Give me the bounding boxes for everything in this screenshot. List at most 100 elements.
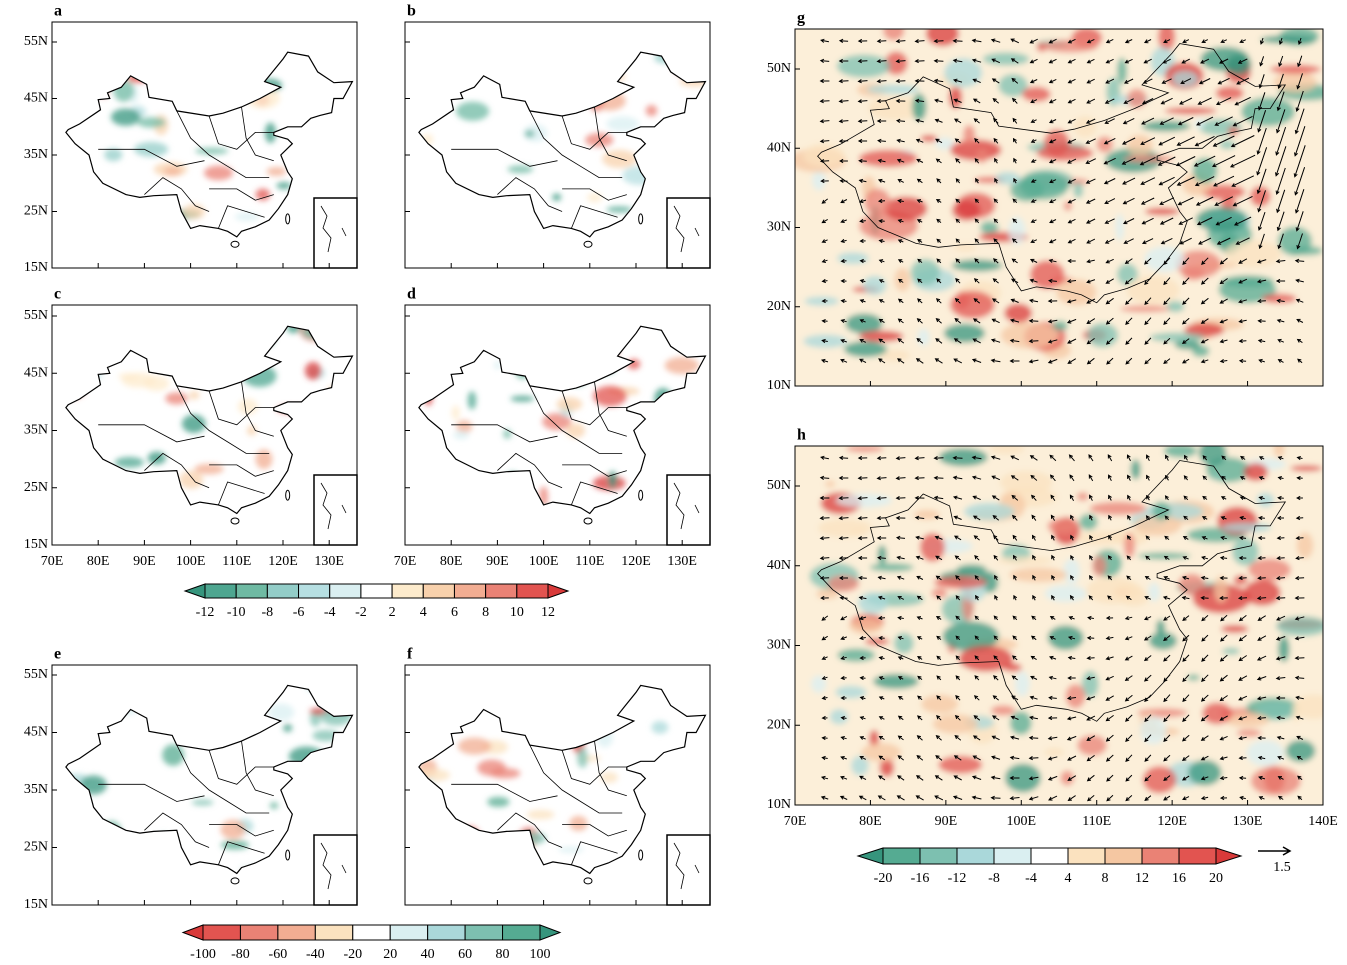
province-line [241,741,274,797]
wind-arrow [1122,197,1135,205]
wind-arrow [1105,675,1114,681]
wind-arrow [1276,189,1286,214]
wind-arrow [935,338,943,344]
wind-arrow [1211,155,1236,168]
wind-arrow [840,319,847,324]
wind-arrow [1276,735,1285,740]
shade-blob [558,846,584,853]
shade-blob [1261,293,1297,304]
shade-blob [827,575,860,592]
wind-arrow [820,38,830,43]
wind-arrow [877,178,886,183]
reference-label: 1.5 [1273,860,1291,875]
wind-arrow [994,157,998,164]
wind-arrow [955,615,961,621]
colorbar-tick-label: 60 [458,947,472,962]
inset-box [666,197,711,269]
wind-arrow [1011,514,1018,521]
wind-arrow [1105,754,1114,762]
wind-arrow [1086,318,1096,324]
wind-arrow [877,595,886,600]
wind-arrow [917,695,923,701]
wind-arrow [1238,634,1247,642]
shade-blob [134,141,169,157]
wind-arrow [1163,297,1171,306]
shade-blob [517,687,545,704]
shade-blob [1166,301,1185,313]
wind-arrow [1276,515,1284,521]
shade-blob [304,361,322,380]
wind-arrow [1239,476,1246,480]
wind-arrow [1125,734,1133,742]
shade-blob [1096,136,1114,153]
wind-arrow [1049,454,1057,462]
colorbar-box [1178,847,1217,865]
wind-arrow [1275,575,1286,581]
wind-arrow [917,258,923,263]
wind-arrow [821,656,828,660]
wind-arrow [1122,218,1135,225]
wind-arrow [934,775,943,781]
shade-blob [997,556,1053,565]
shade-blob [641,507,666,514]
shade-blob [288,883,307,892]
wind-arrow [1238,736,1247,741]
wind-arrow [1219,278,1228,285]
shading-layer [795,29,1323,386]
colorbar-tick-label: -20 [874,871,893,886]
shade-blob [65,97,81,112]
wind-arrow [821,239,828,243]
wind-arrow [1030,474,1038,481]
wind-arrow [838,516,849,521]
wind-arrow [838,475,849,481]
wind-arrow [1163,257,1171,265]
wind-arrow [1103,137,1116,145]
shade-blob [133,871,154,874]
colorbar-box [389,924,429,941]
wind-arrow [1048,78,1057,84]
wind-arrow [1163,576,1170,580]
wind-arrow [821,258,828,263]
wind-arrow [1276,715,1285,720]
wind-arrow [914,475,925,481]
wind-arrow [1163,734,1171,742]
wind-arrow [878,259,885,264]
wind-arrow [1194,176,1215,187]
wind-arrow [1182,39,1190,44]
wind-arrow [1104,238,1115,244]
wind-arrow [1200,694,1209,702]
wind-arrow [821,735,828,741]
wind-arrow [1296,233,1303,250]
wind-arrow [840,219,847,223]
shade-blob [70,215,82,223]
wind-arrow [1085,178,1096,184]
wind-arrow [1127,494,1131,501]
shade-blob [1009,567,1068,583]
island [583,877,593,885]
shade-blob [894,267,911,292]
shade-blob [1144,207,1180,216]
wind-arrow [1103,178,1116,185]
wind-arrow [972,98,981,104]
wind-arrow [1278,55,1284,67]
lon-label: 70E [784,814,807,829]
wind-arrow [1124,636,1133,641]
shade-blob [835,685,867,699]
shade-blob [1222,647,1240,655]
wind-arrow [917,656,923,660]
wind-arrow [1275,595,1286,601]
wind-arrow [1009,358,1020,364]
wind-arrow [1163,795,1171,801]
wind-arrow [973,535,980,541]
wind-arrow [1028,796,1039,801]
wind-arrow [993,534,999,541]
province-line [529,744,623,814]
colorbar-tick-label: 4 [420,605,427,620]
inset-coast [673,205,700,253]
wind-arrow [1122,117,1135,125]
wind-arrow [1048,58,1057,64]
wind-arrow [1048,38,1057,44]
wind-arrow [1238,258,1248,264]
